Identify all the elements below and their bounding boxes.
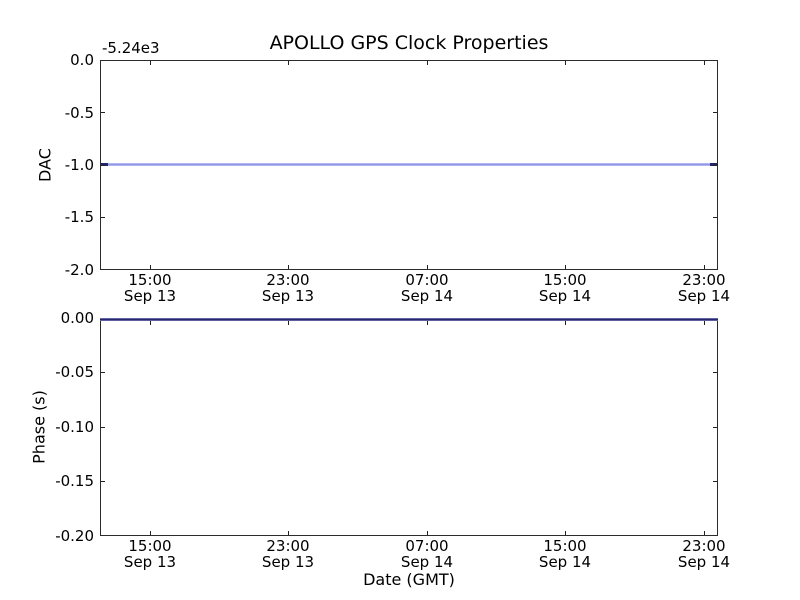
phase-xtick-label: 15:00 Sep 13	[110, 538, 190, 570]
tick-mark	[427, 61, 428, 65]
xtick-time: 07:00	[405, 537, 449, 555]
tick-mark	[288, 531, 289, 535]
xtick-date: Sep 13	[123, 287, 177, 305]
xtick-date: Sep 14	[400, 553, 454, 571]
tick-mark	[704, 531, 705, 535]
tick-mark	[101, 217, 105, 218]
xtick-date: Sep 14	[677, 553, 731, 571]
dac-xtick-label: 07:00 Sep 14	[387, 272, 467, 304]
phase-ytick-label: -0.15	[55, 472, 94, 490]
tick-mark	[288, 265, 289, 269]
tick-mark	[713, 481, 717, 482]
tick-mark	[565, 61, 566, 65]
phase-xtick-label: 23:00 Sep 14	[664, 538, 744, 570]
x-axis-label: Date (GMT)	[363, 570, 455, 589]
tick-mark	[713, 165, 717, 166]
tick-mark	[704, 321, 705, 325]
tick-mark	[150, 265, 151, 269]
phase-data-line	[100, 318, 718, 321]
tick-mark	[713, 372, 717, 373]
tick-mark	[101, 481, 105, 482]
xtick-date: Sep 14	[538, 287, 592, 305]
xtick-time: 23:00	[266, 537, 310, 555]
tick-mark	[288, 61, 289, 65]
phase-xtick-label: 07:00 Sep 14	[387, 538, 467, 570]
xtick-time: 07:00	[405, 271, 449, 289]
dac-plot-area	[100, 60, 718, 270]
tick-mark	[713, 427, 717, 428]
dac-data-line-right-cap	[710, 163, 717, 166]
xtick-time: 15:00	[128, 271, 172, 289]
tick-mark	[427, 321, 428, 325]
tick-mark	[101, 427, 105, 428]
phase-ytick-label: -0.05	[55, 363, 94, 381]
xtick-time: 15:00	[128, 537, 172, 555]
xtick-date: Sep 13	[261, 287, 315, 305]
y-axis-offset-label: -5.24e3	[102, 39, 160, 57]
dac-ytick-label: -2.0	[64, 261, 94, 279]
tick-mark	[288, 321, 289, 325]
chart-title: APOLLO GPS Clock Properties	[269, 32, 549, 54]
tick-mark	[427, 531, 428, 535]
xtick-time: 23:00	[682, 271, 726, 289]
xtick-date: Sep 14	[677, 287, 731, 305]
xtick-time: 23:00	[682, 537, 726, 555]
tick-mark	[150, 61, 151, 65]
dac-xtick-label: 15:00 Sep 13	[110, 272, 190, 304]
xtick-time: 23:00	[266, 271, 310, 289]
phase-ytick-label: -0.20	[55, 527, 94, 545]
tick-mark	[101, 372, 105, 373]
dac-xtick-label: 15:00 Sep 14	[525, 272, 605, 304]
dac-data-line-left-cap	[101, 163, 108, 166]
dac-data-line	[101, 163, 717, 166]
xtick-date: Sep 13	[123, 553, 177, 571]
dac-ytick-label: -1.0	[64, 156, 94, 174]
tick-mark	[704, 265, 705, 269]
dac-xtick-label: 23:00 Sep 14	[664, 272, 744, 304]
phase-xtick-label: 15:00 Sep 14	[525, 538, 605, 570]
tick-mark	[713, 217, 717, 218]
dac-ytick-label: -1.5	[64, 208, 94, 226]
tick-mark	[427, 265, 428, 269]
tick-mark	[150, 531, 151, 535]
phase-ytick-label: 0.00	[60, 309, 94, 327]
tick-mark	[150, 321, 151, 325]
phase-plot-area	[100, 318, 718, 536]
tick-mark	[704, 61, 705, 65]
xtick-date: Sep 13	[261, 553, 315, 571]
phase-ytick-label: -0.10	[55, 418, 94, 436]
xtick-date: Sep 14	[538, 553, 592, 571]
dac-ytick-label: 0.0	[70, 51, 94, 69]
tick-mark	[565, 531, 566, 535]
xtick-time: 15:00	[543, 537, 587, 555]
tick-mark	[101, 165, 105, 166]
tick-mark	[101, 112, 105, 113]
xtick-date: Sep 14	[400, 287, 454, 305]
phase-xtick-label: 23:00 Sep 13	[248, 538, 328, 570]
tick-mark	[565, 265, 566, 269]
dac-xtick-label: 23:00 Sep 13	[248, 272, 328, 304]
tick-mark	[565, 321, 566, 325]
tick-mark	[713, 112, 717, 113]
xtick-time: 15:00	[543, 271, 587, 289]
dac-ytick-label: -0.5	[64, 104, 94, 122]
